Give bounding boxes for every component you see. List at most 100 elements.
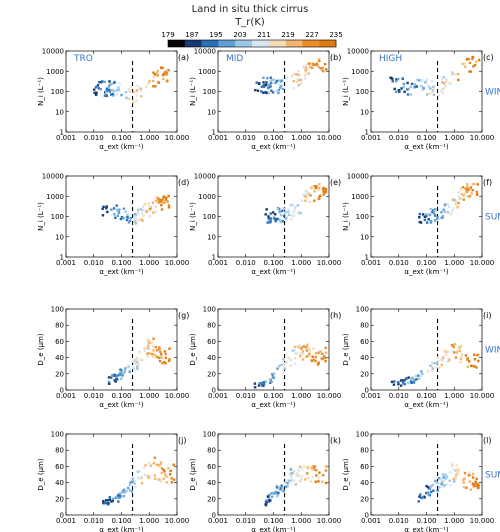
data-point [264, 503, 267, 506]
data-point [415, 378, 418, 381]
data-point [298, 355, 302, 358]
data-point [154, 85, 157, 88]
data-point [167, 206, 171, 209]
data-point [299, 212, 302, 215]
data-point [455, 351, 458, 354]
y-tick-label: 1000 [198, 68, 216, 76]
data-point [440, 211, 443, 214]
data-point [454, 474, 457, 477]
data-point [295, 352, 298, 356]
y-tick-label: 1000 [351, 193, 369, 201]
data-point [473, 365, 477, 368]
data-point [139, 477, 143, 480]
data-point [124, 367, 127, 370]
data-point [438, 366, 441, 369]
data-point [147, 344, 150, 347]
data-point [132, 479, 135, 483]
data-point [442, 75, 445, 79]
panel-g: 0 20 40 60 80 100 0.001 0.010 0.100 1.000 10.000 α_… [37, 306, 189, 410]
data-point [107, 88, 111, 91]
data-point [402, 82, 406, 86]
data-point [274, 213, 277, 216]
data-point [324, 469, 328, 472]
data-point [442, 87, 446, 90]
y-tick-label: 20 [207, 495, 216, 503]
x-tick-label: 0.010 [84, 392, 104, 400]
data-point [164, 352, 168, 356]
data-point [268, 84, 272, 87]
data-point [449, 213, 453, 216]
data-point [418, 215, 421, 219]
panel-label: (g) [178, 311, 189, 320]
data-point [140, 482, 144, 485]
data-point [445, 80, 448, 84]
data-point [450, 350, 454, 353]
data-point [301, 358, 305, 361]
data-point [472, 65, 475, 68]
data-point [324, 346, 327, 350]
colorbar-tick-label: 195 [209, 31, 222, 39]
data-point [286, 210, 290, 213]
data-point [415, 374, 418, 378]
data-point [284, 217, 287, 221]
data-point [145, 85, 148, 89]
data-point [308, 352, 311, 356]
data-point [152, 349, 155, 352]
data-point [288, 213, 291, 216]
data-point [284, 485, 288, 489]
x-axis-label: α_ext (km⁻¹) [99, 143, 144, 151]
data-point [140, 89, 143, 92]
data-point [160, 356, 164, 359]
data-point [140, 358, 144, 362]
colorbar-segment [218, 40, 236, 47]
data-point [258, 382, 261, 385]
data-point [395, 79, 398, 83]
x-tick-label: 0.010 [236, 517, 256, 525]
data-point [97, 87, 100, 90]
y-tick-label: 10000 [194, 48, 216, 56]
y-tick-label: 100 [203, 431, 216, 439]
data-point [276, 367, 279, 370]
x-tick-label: 0.001 [56, 392, 76, 400]
data-point [441, 87, 444, 91]
data-point [120, 369, 123, 372]
data-point [276, 493, 280, 497]
data-point [321, 352, 324, 356]
data-point [463, 65, 467, 68]
data-point [115, 93, 119, 96]
data-point [452, 207, 455, 210]
data-point [321, 188, 325, 191]
data-point [278, 86, 282, 90]
data-point [118, 496, 121, 500]
data-point [290, 75, 294, 78]
data-point [409, 93, 413, 96]
data-point [303, 77, 307, 80]
data-point [473, 63, 477, 67]
data-point [303, 64, 307, 68]
data-point [466, 183, 469, 186]
panel-label: (k) [330, 436, 341, 445]
data-point [305, 196, 308, 200]
season-label: SUM [485, 213, 500, 223]
colorbar-segment [268, 40, 286, 47]
data-point [397, 382, 400, 386]
data-point [104, 499, 108, 502]
data-point [265, 91, 268, 95]
data-point [270, 89, 273, 92]
data-point [262, 381, 265, 384]
data-point [167, 204, 171, 207]
data-point [452, 351, 456, 354]
colorbar-tick-label: 203 [233, 31, 246, 39]
data-point [289, 364, 292, 367]
y-tick-label: 80 [55, 322, 64, 330]
data-point [127, 365, 130, 368]
data-point [263, 85, 266, 88]
data-point [464, 191, 467, 195]
data-point [454, 201, 458, 204]
data-point [279, 80, 283, 83]
colorbar-ticks: 179 187 195 203 211 219 227 235 [161, 31, 342, 39]
data-point [305, 349, 309, 352]
data-point [477, 486, 480, 490]
data-point [277, 83, 281, 87]
data-point [119, 217, 123, 221]
